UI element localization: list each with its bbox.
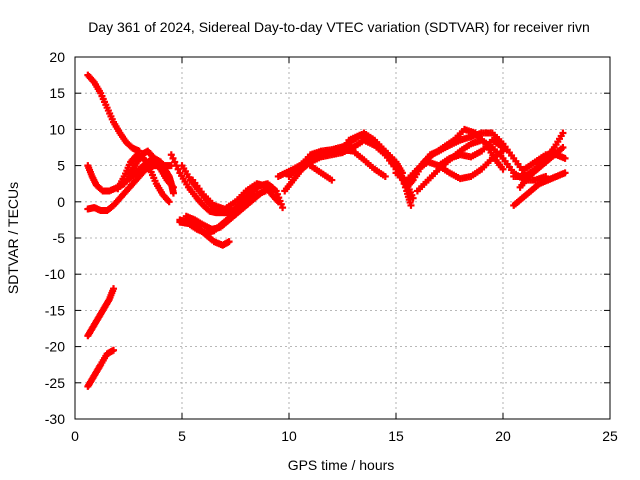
series-arc-6 — [125, 147, 177, 191]
chart-title: Day 361 of 2024, Sidereal Day-to-day VTE… — [88, 19, 590, 35]
y-tick-label: 0 — [57, 194, 65, 210]
data-point — [110, 346, 118, 354]
y-tick-label: 20 — [49, 49, 65, 65]
series-arc-7 — [84, 285, 118, 340]
data-point — [561, 169, 569, 177]
y-tick-label: -15 — [45, 302, 65, 318]
x-tick-label: 0 — [71, 428, 79, 444]
data-point — [169, 183, 177, 191]
data-point — [561, 154, 569, 162]
y-tick-label: -20 — [45, 339, 65, 355]
data-point — [225, 238, 233, 246]
axis-ticks: 0 5 10 15 20 25 -30 -25 -20 -15 -10 -5 0 5 10 15 20 — [45, 49, 618, 444]
data-point — [279, 204, 287, 212]
y-axis-label: SDTVAR / TECUs — [5, 182, 21, 294]
data-markers — [84, 71, 569, 390]
data-point — [274, 198, 282, 206]
data-point — [499, 165, 507, 173]
data-point — [165, 198, 173, 206]
data-point — [171, 158, 179, 166]
y-tick-label: -10 — [45, 266, 65, 282]
series-arc-18 — [306, 162, 336, 184]
series-arc-24 — [435, 136, 507, 170]
grid — [75, 57, 610, 419]
data-point — [559, 129, 567, 137]
series-arc-8 — [84, 346, 118, 390]
x-tick-label: 10 — [281, 428, 297, 444]
y-tick-label: -5 — [53, 230, 66, 246]
series-arc-25 — [510, 169, 569, 209]
y-tick-label: 10 — [49, 121, 65, 137]
y-tick-label: -25 — [45, 375, 65, 391]
y-tick-label: -30 — [45, 411, 65, 427]
x-tick-label: 5 — [178, 428, 186, 444]
data-point — [110, 285, 118, 293]
series-arc-1 — [84, 71, 143, 155]
x-tick-label: 20 — [495, 428, 511, 444]
y-tick-label: 5 — [57, 158, 65, 174]
data-point — [499, 144, 507, 151]
data-point — [559, 144, 567, 151]
data-point — [407, 201, 415, 209]
x-tick-label: 15 — [388, 428, 404, 444]
data-point — [381, 172, 389, 180]
x-axis-label: GPS time / hours — [288, 457, 395, 473]
x-tick-label: 25 — [602, 428, 618, 444]
y-tick-label: 15 — [49, 85, 65, 101]
series-arc-14 — [189, 176, 282, 213]
series-arc-28 — [520, 151, 569, 173]
data-point — [167, 151, 175, 159]
data-point — [169, 154, 177, 162]
data-point — [328, 176, 336, 184]
data-point — [409, 194, 417, 202]
